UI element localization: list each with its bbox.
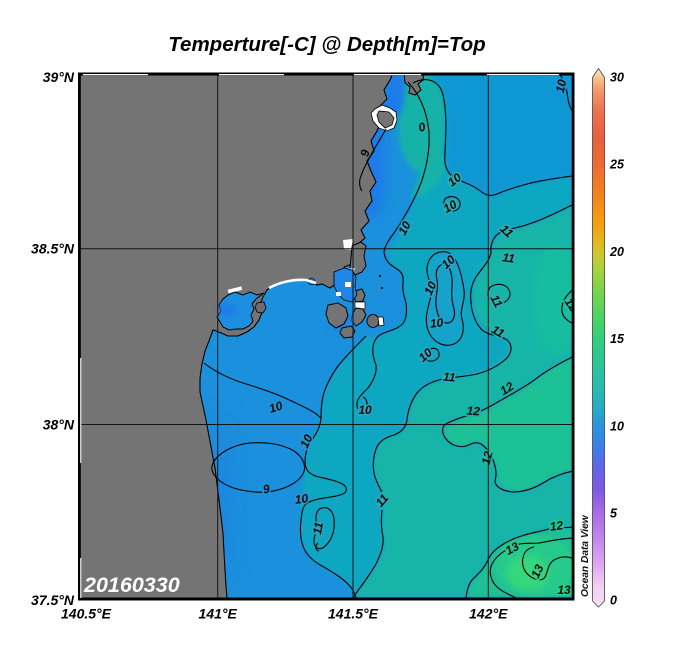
svg-text:0: 0	[610, 594, 617, 608]
svg-text:30: 30	[610, 71, 624, 85]
svg-text:12: 12	[466, 404, 481, 419]
svg-text:10: 10	[294, 491, 309, 507]
svg-text:141.5°E: 141.5°E	[328, 606, 379, 622]
svg-text:39°N: 39°N	[43, 69, 75, 85]
svg-text:25: 25	[609, 158, 625, 172]
svg-text:11: 11	[310, 521, 326, 536]
svg-text:11: 11	[443, 369, 457, 384]
svg-text:37.5°N: 37.5°N	[31, 592, 75, 608]
svg-text:11: 11	[501, 250, 516, 266]
svg-text:Temperture[-C] @ Depth[m]=Top: Temperture[-C] @ Depth[m]=Top	[168, 33, 485, 56]
svg-text:12: 12	[562, 295, 581, 314]
svg-text:140.5°E: 140.5°E	[61, 606, 112, 622]
svg-text:12: 12	[549, 518, 564, 534]
svg-text:15: 15	[610, 332, 625, 346]
svg-text:142°E: 142°E	[469, 606, 508, 622]
svg-text:12: 12	[479, 449, 496, 466]
svg-text:5: 5	[610, 507, 618, 521]
svg-text:10: 10	[610, 420, 624, 434]
svg-text:141°E: 141°E	[199, 606, 238, 622]
svg-text:38°N: 38°N	[43, 417, 75, 433]
svg-text:38.5°N: 38.5°N	[31, 241, 75, 257]
svg-text:10: 10	[429, 315, 444, 330]
svg-text:Ocean Data View: Ocean Data View	[580, 514, 591, 597]
svg-text:10: 10	[553, 78, 570, 94]
svg-text:10: 10	[267, 398, 284, 416]
svg-text:10: 10	[358, 403, 372, 417]
svg-text:0: 0	[417, 119, 427, 134]
svg-text:20160330: 20160330	[83, 573, 180, 597]
svg-text:9: 9	[358, 148, 373, 158]
svg-text:20: 20	[609, 245, 624, 259]
svg-text:13: 13	[557, 583, 571, 597]
